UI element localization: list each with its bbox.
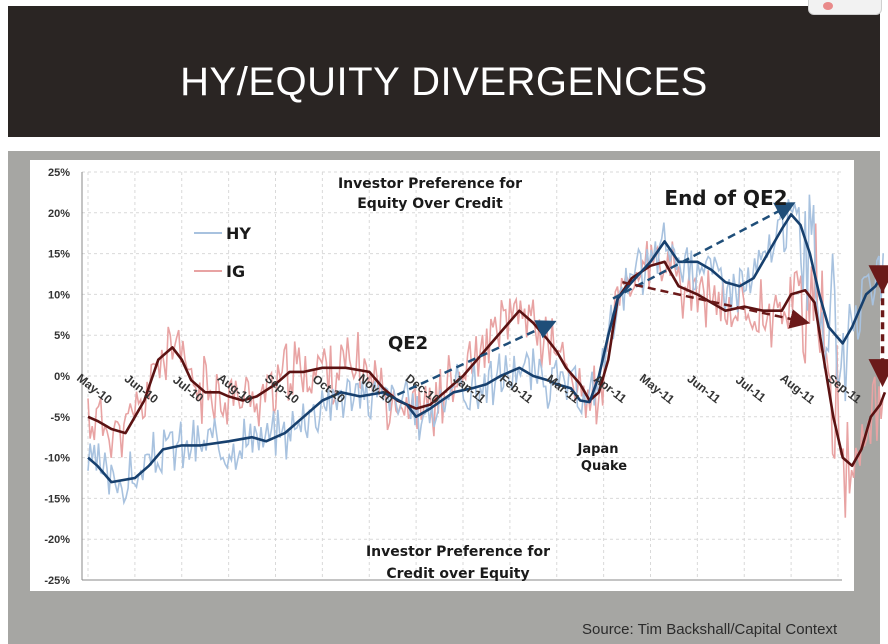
equity-preference-label: Investor Preference for <box>338 176 522 192</box>
y-tick-label: 5% <box>54 330 70 342</box>
credit-preference-label: Credit over Equity <box>386 566 529 582</box>
legend-label: IG <box>226 262 245 281</box>
credit-preference-label: Investor Preference for <box>366 544 550 560</box>
legend-label: HY <box>226 224 251 243</box>
close-dot-icon[interactable] <box>823 2 833 10</box>
y-tick-label: -25% <box>44 575 70 587</box>
y-tick-label: 10% <box>48 289 70 301</box>
japan-quake-label: Japan <box>577 442 619 457</box>
y-tick-label: 20% <box>48 208 70 220</box>
slide-title-bar: HY/EQUITY DIVERGENCES <box>8 6 880 137</box>
qe2-label: QE2 <box>388 333 428 354</box>
window-corner-tab[interactable] <box>808 0 882 15</box>
qe2-trend-arrow <box>396 320 557 396</box>
y-tick-label: -20% <box>44 534 70 546</box>
slide-title: HY/EQUITY DIVERGENCES <box>180 60 708 104</box>
y-tick-label: -5% <box>50 412 70 424</box>
japan-quake-label: Quake <box>581 459 627 474</box>
y-tick-label: 25% <box>48 167 70 179</box>
hy-trend-arrow <box>612 202 796 300</box>
y-tick-label: 0% <box>54 371 70 383</box>
y-tick-label: -15% <box>44 493 70 505</box>
y-tick-label: 15% <box>48 249 70 261</box>
hy-daily-line <box>87 194 884 506</box>
source-caption: Source: Tim Backshall/Capital Context <box>582 621 838 638</box>
ig-trend-arrow <box>622 280 811 329</box>
ig-average-line <box>87 260 887 468</box>
end-of-qe2-label: End of QE2 <box>664 186 787 210</box>
y-tick-label: -10% <box>44 453 70 465</box>
equity-preference-label: Equity Over Credit <box>357 196 503 212</box>
